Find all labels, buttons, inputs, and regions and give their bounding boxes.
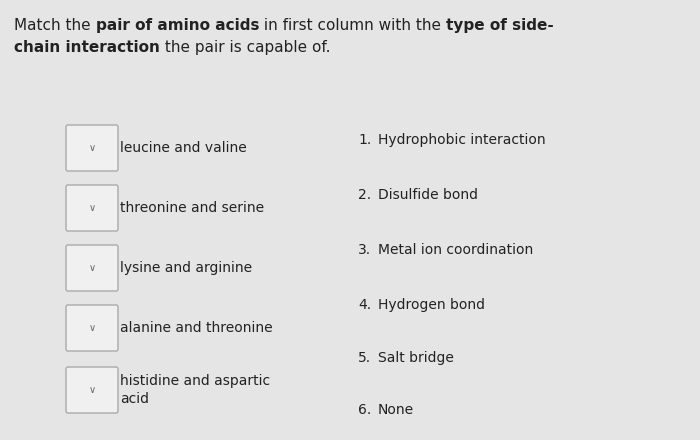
Text: ∨: ∨ [88,323,96,333]
Text: Metal ion coordination: Metal ion coordination [378,243,533,257]
FancyBboxPatch shape [66,305,118,351]
FancyBboxPatch shape [66,367,118,413]
FancyBboxPatch shape [66,245,118,291]
Text: pair of amino acids: pair of amino acids [95,18,259,33]
Text: Salt bridge: Salt bridge [378,351,454,365]
Text: 1.: 1. [358,133,371,147]
Text: None: None [378,403,414,417]
FancyBboxPatch shape [66,185,118,231]
Text: ∨: ∨ [88,203,96,213]
Text: ∨: ∨ [88,385,96,395]
Text: ∨: ∨ [88,263,96,273]
Text: threonine and serine: threonine and serine [120,201,264,215]
Text: 5.: 5. [358,351,371,365]
Text: 6.: 6. [358,403,371,417]
Text: type of side-: type of side- [446,18,554,33]
Text: 4.: 4. [358,298,371,312]
Text: Disulfide bond: Disulfide bond [378,188,478,202]
Text: leucine and valine: leucine and valine [120,141,246,155]
Text: Hydrophobic interaction: Hydrophobic interaction [378,133,545,147]
Text: ∨: ∨ [88,143,96,153]
Text: 2.: 2. [358,188,371,202]
Text: Hydrogen bond: Hydrogen bond [378,298,485,312]
Text: the pair is capable of.: the pair is capable of. [160,40,330,55]
Text: histidine and aspartic
acid: histidine and aspartic acid [120,374,270,406]
FancyBboxPatch shape [66,125,118,171]
Text: 3.: 3. [358,243,371,257]
Text: lysine and arginine: lysine and arginine [120,261,252,275]
Text: in first column with the: in first column with the [259,18,446,33]
Text: alanine and threonine: alanine and threonine [120,321,272,335]
Text: Match the: Match the [14,18,95,33]
Text: chain interaction: chain interaction [14,40,160,55]
